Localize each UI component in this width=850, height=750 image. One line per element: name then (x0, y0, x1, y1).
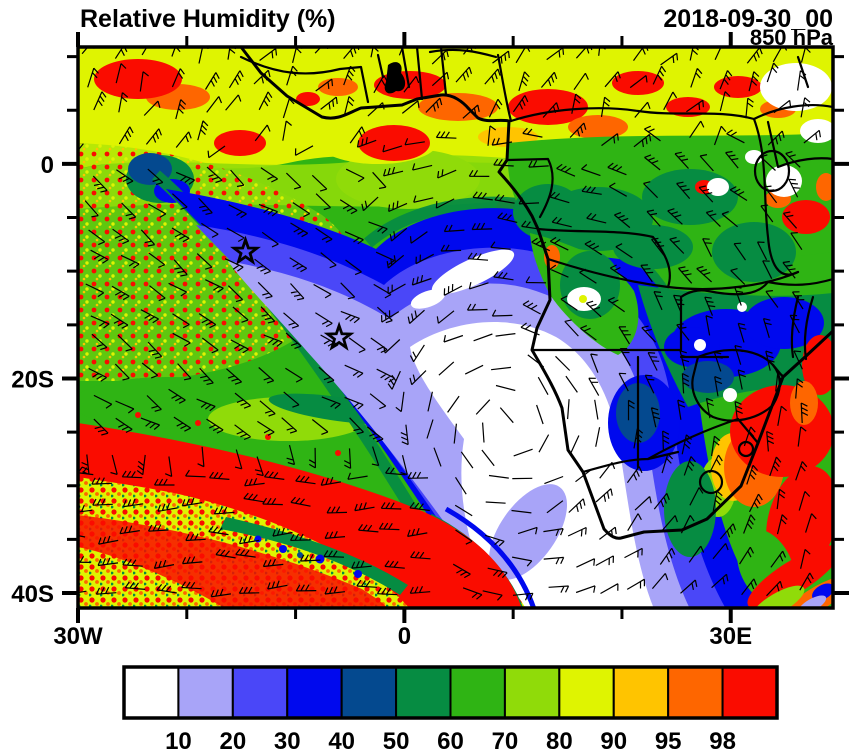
colorbar-label: 30 (274, 728, 301, 750)
colorbar-cell (395, 666, 452, 719)
star-marker (323, 321, 355, 351)
minor-ticks (67, 36, 844, 619)
page-title: Relative Humidity (%) (80, 5, 336, 33)
datetime-label: 2018-09-30_00 (663, 5, 833, 33)
coastlines (239, 47, 833, 540)
colorbar-label: 70 (492, 728, 519, 750)
y-axis-label: 20S (11, 366, 54, 393)
colorbar-legend: 10 20 30 40 50 60 70 80 90 95 98 (122, 665, 779, 750)
colorbar-cell (231, 666, 289, 719)
lake-volta (384, 62, 406, 94)
colorbar-cell (177, 666, 234, 719)
colorbar-label: 10 (165, 728, 192, 750)
colorbar-label: 80 (546, 728, 573, 750)
lake-victoria (753, 149, 791, 193)
colorbar-cell (721, 666, 778, 719)
colorbar-label: 50 (383, 728, 410, 750)
colorbar-cell (449, 666, 506, 719)
y-axis-label: 40S (11, 581, 54, 608)
colorbar-label: 98 (709, 728, 736, 750)
colorbar-label: 60 (437, 728, 464, 750)
colorbar-label: 95 (655, 728, 682, 750)
station-markers (230, 235, 355, 351)
colorbar-label: 20 (219, 728, 246, 750)
colorbar-border (122, 665, 779, 720)
x-axis-label: 30E (709, 623, 752, 650)
colorbar-cell (286, 666, 343, 719)
colorbar-cell (123, 666, 180, 719)
major-ticks (62, 32, 849, 623)
colorbar-cell (503, 666, 561, 719)
map-frame (76, 45, 835, 610)
colorbar-label: 40 (328, 728, 355, 750)
colorbar-cell (667, 666, 724, 719)
colorbar-cell (612, 666, 670, 719)
colorbar-label: 90 (600, 728, 627, 750)
humidity-field (78, 47, 833, 608)
y-axis-label: 0 (41, 152, 54, 179)
colorbar-cell (340, 666, 398, 719)
x-axis-label: 30W (53, 623, 103, 650)
map-canvas (78, 47, 833, 608)
x-axis-label: 0 (398, 623, 411, 650)
star-marker (230, 235, 261, 266)
axes: 30W 0 30E 0 20S 40S (11, 32, 849, 650)
colorbar-cell (558, 666, 615, 719)
